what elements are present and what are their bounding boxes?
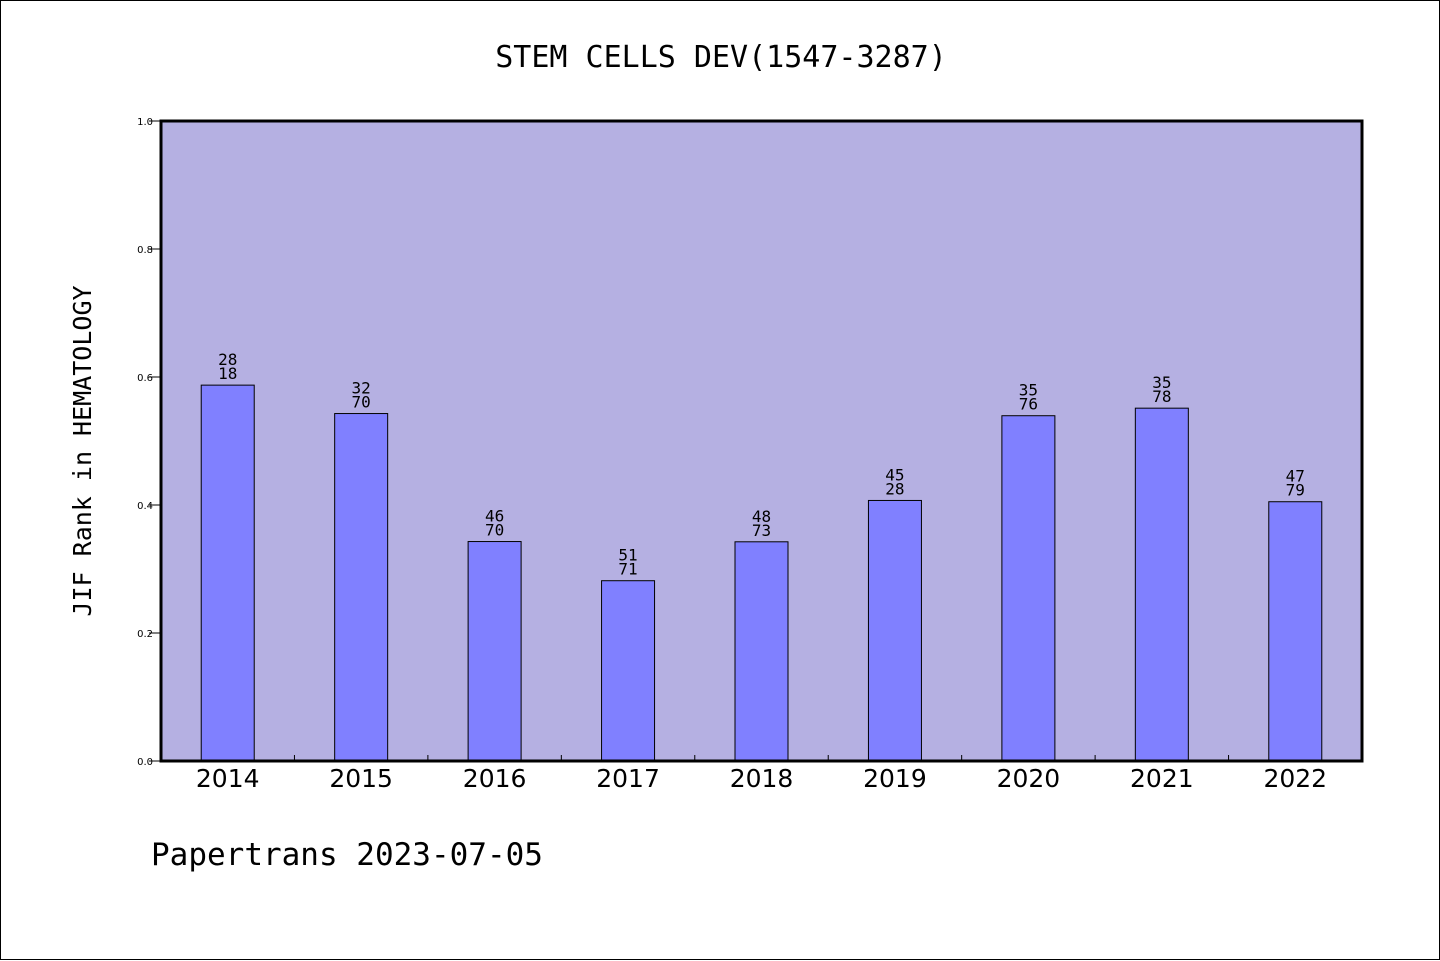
y-tick-label-0.2: 0.2 <box>137 629 153 640</box>
x-tick-label-2019: 2019 <box>863 764 927 793</box>
y-tick-label-0.4: 0.4 <box>137 501 153 512</box>
y-axis-label: JIF Rank in HEMATOLOGY <box>68 285 97 616</box>
bar-label-2018-line2: 73 <box>752 521 771 540</box>
bar-label-2016-line2: 70 <box>485 521 504 540</box>
x-tick-label-2018: 2018 <box>730 764 794 793</box>
bar-label-2017-line2: 71 <box>618 560 637 579</box>
bar-label-2015-line2: 70 <box>352 393 371 412</box>
bar-2014 <box>200 384 255 762</box>
x-tick-label-2017: 2017 <box>596 764 660 793</box>
y-tick-label-0.8: 0.8 <box>137 245 153 256</box>
bar-2020 <box>1001 415 1056 762</box>
bar-label-2019-line2: 28 <box>885 479 904 498</box>
bar-label-2022-line1: 47 <box>1286 467 1305 486</box>
footer-credit: Papertrans 2023-07-05 <box>151 837 543 873</box>
bar-label-2020-line2: 76 <box>1019 395 1038 414</box>
bar-label-2022-line2: 79 <box>1286 481 1305 500</box>
bar-2019 <box>867 499 922 762</box>
bar-label-2015-line1: 32 <box>352 379 371 398</box>
x-tick-label-2020: 2020 <box>997 764 1061 793</box>
x-tick-label-2021: 2021 <box>1130 764 1194 793</box>
bar-2017 <box>601 580 656 762</box>
bar-label-2014-line1: 28 <box>218 350 237 369</box>
y-tick-label-0.6: 0.6 <box>137 373 153 384</box>
bar-2021 <box>1134 407 1189 762</box>
bar-label-2021-line1: 35 <box>1152 373 1171 392</box>
bar-label-2018-line1: 48 <box>752 507 771 526</box>
bar-2016 <box>467 541 522 762</box>
bar-label-2020-line1: 35 <box>1019 381 1038 400</box>
bar-label-2017-line1: 51 <box>618 546 637 565</box>
plot-border <box>159 119 1364 763</box>
bar-label-2019-line1: 45 <box>885 465 904 484</box>
x-tick-label-2014: 2014 <box>196 764 260 793</box>
x-tick-label-2016: 2016 <box>463 764 527 793</box>
bar-label-2016-line1: 46 <box>485 507 504 526</box>
chart-title: STEM CELLS DEV(1547-3287) <box>495 40 947 75</box>
bar-2015 <box>334 413 389 762</box>
x-tick-label-2015: 2015 <box>329 764 393 793</box>
y-tick-label-1.0: 1.0 <box>137 117 153 128</box>
y-tick-label-0.0: 0.0 <box>137 757 153 768</box>
bar-label-2021-line2: 78 <box>1152 387 1171 406</box>
x-tick-label-2022: 2022 <box>1263 764 1327 793</box>
bar-2018 <box>734 541 789 762</box>
ticks-group: 2014 2015 2016 2017 2018 2019 2020 2021 2022 0.0 0… <box>137 117 1327 793</box>
bar-label-2014-line2: 18 <box>218 364 237 383</box>
bar-2022 <box>1268 501 1323 762</box>
